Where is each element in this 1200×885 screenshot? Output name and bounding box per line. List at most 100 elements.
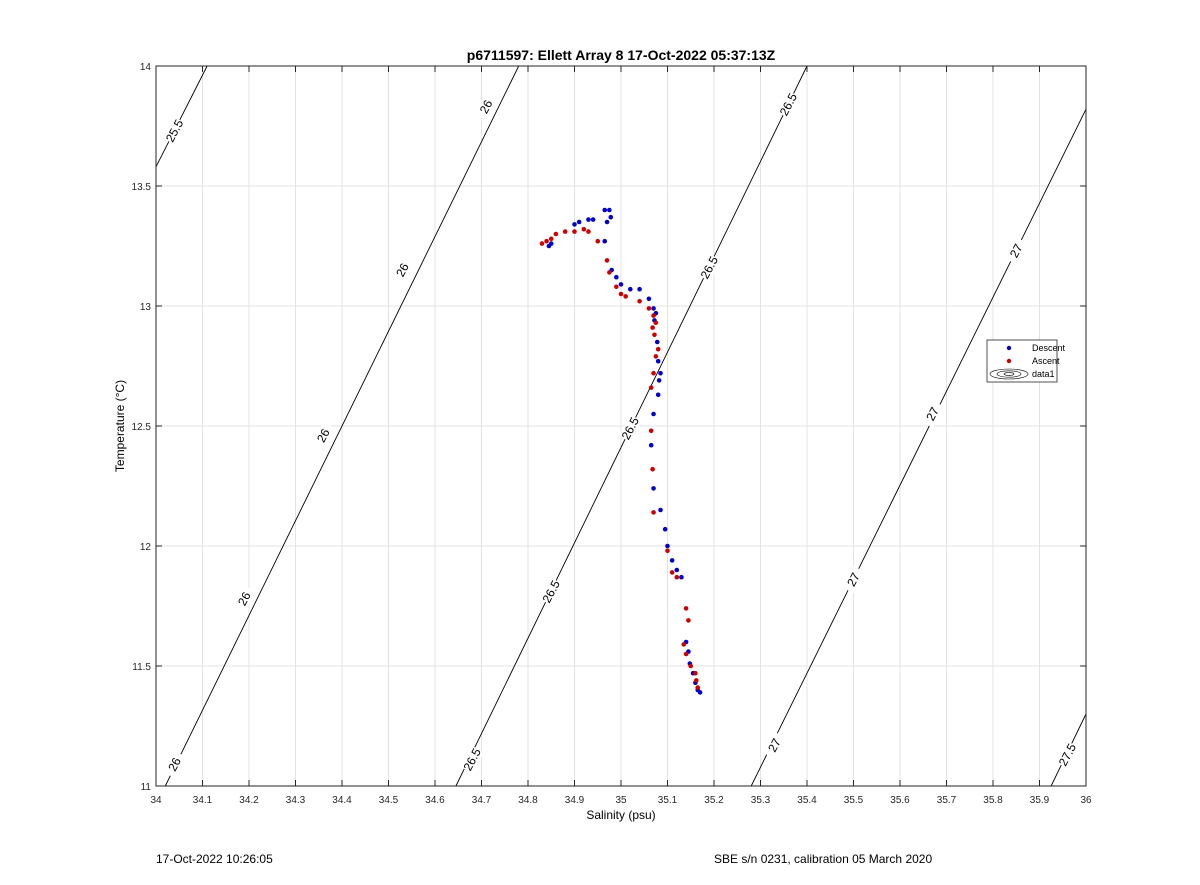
data-point-descent (618, 282, 624, 287)
contour-labels: 25.5262626262626.526.526.526.526.5272727… (162, 90, 1079, 779)
data-point-ascent (651, 370, 656, 376)
data-point-ascent (653, 320, 659, 326)
contour-line (164, 65, 520, 787)
x-tick-label: 34.6 (425, 795, 445, 806)
data-points (539, 207, 703, 695)
contour-label-text: 27 (923, 405, 942, 424)
data-point-ascent (648, 428, 654, 434)
x-axis-label: Salinity (psu) (586, 808, 655, 822)
data-point-descent (602, 207, 608, 213)
y-tick-label: 11 (141, 782, 152, 793)
y-tick-label: 12 (140, 542, 152, 553)
x-tick-label: 34.8 (518, 795, 538, 806)
data-point-ascent (683, 606, 689, 611)
data-point-ascent (688, 663, 694, 669)
x-tick-label: 34.5 (379, 795, 399, 806)
x-tick-label: 34.2 (239, 795, 259, 806)
contour-line (155, 65, 208, 168)
data-point-ascent (548, 236, 554, 242)
y-tick-label: 11.5 (132, 662, 151, 673)
x-tick-label: 34.4 (332, 795, 352, 806)
legend-contour-icon (989, 368, 1029, 380)
x-tick-label: 35 (615, 795, 627, 806)
data-point-ascent (669, 570, 675, 575)
contour-label: 26 (390, 256, 415, 284)
data-point-ascent (665, 548, 670, 554)
data-point-descent (665, 543, 670, 549)
data-point-ascent (581, 226, 587, 232)
data-point-descent (697, 690, 703, 695)
data-point-ascent (544, 238, 549, 244)
x-tick-label: 34.3 (286, 795, 306, 806)
data-point-descent (651, 486, 656, 491)
contour-label: 27 (920, 400, 945, 428)
legend-label-ascent: Ascent (1032, 356, 1060, 366)
data-point-descent (646, 296, 652, 302)
data-point-descent (651, 306, 656, 311)
legend-marker-ascent (1006, 358, 1012, 364)
contour-label-text: 27 (765, 736, 784, 755)
y-tick-label: 13.5 (132, 182, 152, 193)
legend-contour-icon-inner (996, 370, 1022, 378)
contour-label-background (841, 565, 866, 594)
data-point-descent (608, 214, 614, 220)
data-point-ascent (618, 291, 624, 297)
data-point-ascent (572, 229, 577, 234)
data-point-ascent (604, 258, 610, 263)
data-point-ascent (681, 642, 687, 647)
y-tick-label: 14 (140, 62, 152, 73)
x-tick-label: 35.3 (751, 795, 771, 806)
data-point-descent (655, 392, 661, 398)
legend: Descent Ascent data1 (986, 339, 1066, 383)
contour-label: 26 (232, 584, 257, 613)
x-tick-label: 34.1 (193, 795, 213, 806)
contour-label-background (697, 253, 722, 282)
data-point-ascent (655, 346, 661, 352)
contour-label-text: 26 (314, 426, 333, 445)
legend-contour-icon-core (1003, 372, 1015, 376)
x-tick-label: 35.8 (983, 795, 1003, 806)
x-tick-label: 35.7 (937, 795, 957, 806)
data-point-ascent (562, 229, 568, 234)
data-point-descent (602, 238, 608, 244)
contour-label-background (762, 731, 787, 760)
chart-title: p6711597: Ellett Array 8 17-Oct-2022 05:… (467, 47, 776, 63)
contour-label: 26 (474, 92, 498, 121)
data-point-descent (679, 574, 684, 580)
data-point-descent (572, 222, 577, 227)
y-tick-label: 12.5 (132, 422, 152, 433)
contour-label: 26 (311, 421, 336, 450)
contour-label-text: 26 (393, 261, 412, 280)
data-point-ascent (595, 238, 601, 244)
data-point-ascent (694, 678, 699, 683)
data-point-ascent (614, 284, 619, 290)
data-point-descent (658, 507, 663, 513)
data-point-ascent (651, 313, 656, 318)
data-point-ascent (650, 466, 655, 472)
contour-label-background (311, 421, 336, 450)
footer-timestamp: 17-Oct-2022 10:26:05 (156, 852, 273, 866)
contour-label: 27 (1004, 236, 1029, 265)
data-point-descent (637, 286, 642, 292)
x-tick-label: 35.9 (1030, 795, 1050, 806)
data-point-descent (614, 274, 619, 280)
data-point-descent (590, 217, 596, 222)
x-tick-label: 35.4 (797, 795, 817, 806)
contour-label-background (390, 256, 415, 284)
grid-lines (155, 65, 1087, 787)
contour-label-text: 27 (1007, 241, 1026, 260)
data-point-ascent (539, 241, 545, 246)
data-point-ascent (586, 229, 591, 234)
data-point-ascent (623, 294, 628, 299)
data-point-ascent (646, 306, 652, 311)
x-tick-label: 36 (1080, 795, 1092, 806)
data-point-descent (656, 378, 662, 383)
data-point-ascent (693, 670, 698, 676)
legend-box (986, 339, 1058, 383)
legend-label-data1: data1 (1032, 369, 1055, 379)
contour-label: 27 (841, 565, 866, 594)
x-tick-label: 35.6 (890, 795, 910, 806)
data-point-descent (674, 567, 680, 573)
contour-label-background (776, 90, 801, 119)
